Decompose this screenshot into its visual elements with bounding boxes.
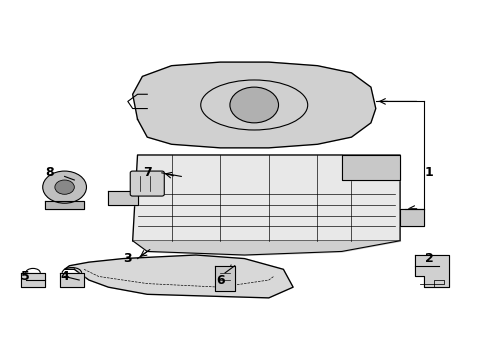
Polygon shape — [21, 273, 45, 287]
Text: 3: 3 — [123, 252, 132, 265]
Text: 6: 6 — [215, 274, 224, 287]
Polygon shape — [45, 202, 84, 208]
Polygon shape — [341, 155, 399, 180]
Text: 5: 5 — [21, 270, 30, 283]
Polygon shape — [60, 273, 84, 287]
Polygon shape — [108, 191, 137, 205]
Circle shape — [55, 180, 74, 194]
Polygon shape — [64, 255, 292, 298]
Circle shape — [42, 171, 86, 203]
Polygon shape — [132, 62, 375, 148]
Polygon shape — [215, 266, 234, 291]
Text: 8: 8 — [45, 166, 54, 179]
Circle shape — [229, 87, 278, 123]
Polygon shape — [399, 208, 424, 226]
Text: 7: 7 — [142, 166, 151, 179]
FancyBboxPatch shape — [130, 171, 164, 196]
Polygon shape — [132, 155, 399, 241]
Text: 2: 2 — [424, 252, 433, 265]
Text: 1: 1 — [424, 166, 433, 179]
Polygon shape — [414, 255, 448, 287]
Text: 4: 4 — [60, 270, 69, 283]
